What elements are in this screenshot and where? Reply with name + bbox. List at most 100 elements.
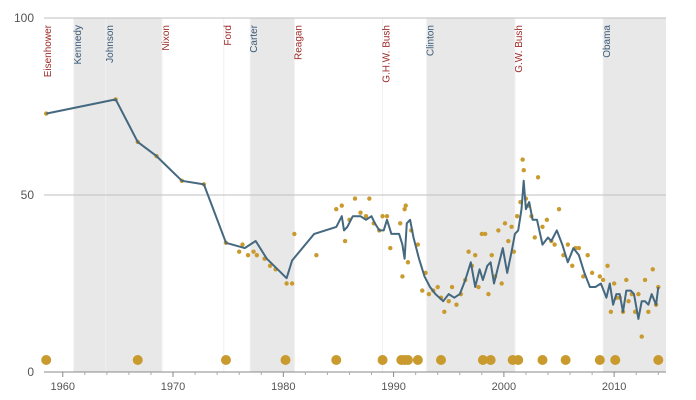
poll-point xyxy=(420,288,425,293)
poll-point xyxy=(251,249,256,254)
trust-series-line xyxy=(45,98,660,320)
poll-point xyxy=(334,206,339,212)
poll-point xyxy=(489,252,494,258)
poll-point xyxy=(639,334,644,339)
event-marker xyxy=(485,355,496,365)
poll-point xyxy=(544,217,550,222)
president-label: Clinton xyxy=(426,25,437,56)
poll-point xyxy=(476,284,481,290)
poll-point xyxy=(642,277,648,283)
poll-point xyxy=(496,228,501,233)
event-marker xyxy=(412,355,423,365)
president-label: Nixon xyxy=(161,25,172,51)
poll-point xyxy=(446,299,451,304)
poll-point xyxy=(405,260,411,265)
x-tick-label: 1990 xyxy=(381,381,405,393)
poll-point xyxy=(254,252,260,258)
poll-point xyxy=(585,252,590,258)
poll-point xyxy=(509,224,514,230)
poll-point xyxy=(358,210,363,215)
poll-point xyxy=(506,238,511,244)
poll-point xyxy=(284,281,289,286)
x-axis: 1960 1970 1980 1990 2000 2010 xyxy=(44,371,666,393)
event-marker xyxy=(41,355,52,365)
president-label: Reagan xyxy=(293,25,304,60)
poll-point xyxy=(520,157,525,162)
poll-point xyxy=(240,242,245,247)
poll-point xyxy=(611,281,617,286)
poll-point xyxy=(342,238,348,244)
poll-point xyxy=(339,203,344,208)
event-marker xyxy=(537,355,548,365)
event-marker xyxy=(280,355,291,365)
poll-point xyxy=(636,291,641,297)
y-tick-label: 0 xyxy=(27,365,34,379)
event-marker xyxy=(331,355,342,365)
event-marker xyxy=(377,355,388,365)
president-label: Obama xyxy=(602,25,613,58)
poll-point xyxy=(245,252,251,258)
y-axis-ticks: 0 50 100 xyxy=(14,11,34,379)
poll-point xyxy=(442,309,447,315)
poll-point xyxy=(398,221,403,226)
bottom-markers xyxy=(41,355,664,365)
president-label: G.H.W. Bush xyxy=(382,25,393,83)
poll-point xyxy=(624,277,629,283)
poll-point xyxy=(600,277,606,283)
poll-point xyxy=(289,281,295,286)
poll-point xyxy=(454,302,459,307)
poll-point xyxy=(384,214,390,219)
poll-point xyxy=(565,242,571,247)
poll-point xyxy=(466,249,471,254)
poll-point xyxy=(514,214,520,219)
poll-point xyxy=(415,242,421,247)
x-tick-label: 1960 xyxy=(51,381,75,393)
poll-point xyxy=(479,231,485,237)
event-marker xyxy=(610,355,621,365)
poll-point xyxy=(626,299,631,304)
poll-point xyxy=(532,235,537,240)
poll-point xyxy=(646,309,651,315)
x-tick-label: 2010 xyxy=(602,381,626,393)
poll-point xyxy=(473,252,478,258)
poll-point xyxy=(605,263,610,268)
poll-point xyxy=(552,242,557,247)
event-marker xyxy=(436,355,447,365)
poll-point xyxy=(482,231,488,237)
event-marker xyxy=(220,355,231,365)
president-label: G.W. Bush xyxy=(514,25,525,73)
poll-point xyxy=(499,281,504,286)
poll-point xyxy=(403,203,408,208)
poll-point xyxy=(570,263,575,268)
poll-point xyxy=(589,270,595,276)
president-label: Eisenhower xyxy=(43,24,54,77)
poll-point xyxy=(363,214,369,219)
event-marker xyxy=(477,355,488,365)
poll-point xyxy=(502,221,508,226)
poll-point xyxy=(535,175,541,180)
poll-point xyxy=(426,291,432,297)
x-tick-label: 2000 xyxy=(492,381,516,393)
y-tick-label: 50 xyxy=(21,188,35,202)
president-label: Ford xyxy=(223,25,234,46)
event-marker xyxy=(594,355,605,365)
poll-point xyxy=(267,263,273,268)
trust-line xyxy=(45,98,660,320)
event-marker xyxy=(653,355,664,365)
poll-point xyxy=(352,196,358,201)
president-label: Kennedy xyxy=(73,25,84,64)
poll-point xyxy=(556,206,562,212)
poll-point xyxy=(314,252,319,258)
poll-point xyxy=(402,206,407,212)
poll-point xyxy=(292,231,297,237)
poll-point xyxy=(449,284,455,290)
poll-point xyxy=(608,309,614,315)
poll-point xyxy=(597,274,603,279)
poll-point xyxy=(367,196,372,201)
x-tick-label: 1970 xyxy=(161,381,185,393)
x-tick-label: 1980 xyxy=(271,381,295,393)
poll-point xyxy=(650,267,655,272)
poll-point xyxy=(521,168,526,173)
event-marker xyxy=(132,355,143,365)
